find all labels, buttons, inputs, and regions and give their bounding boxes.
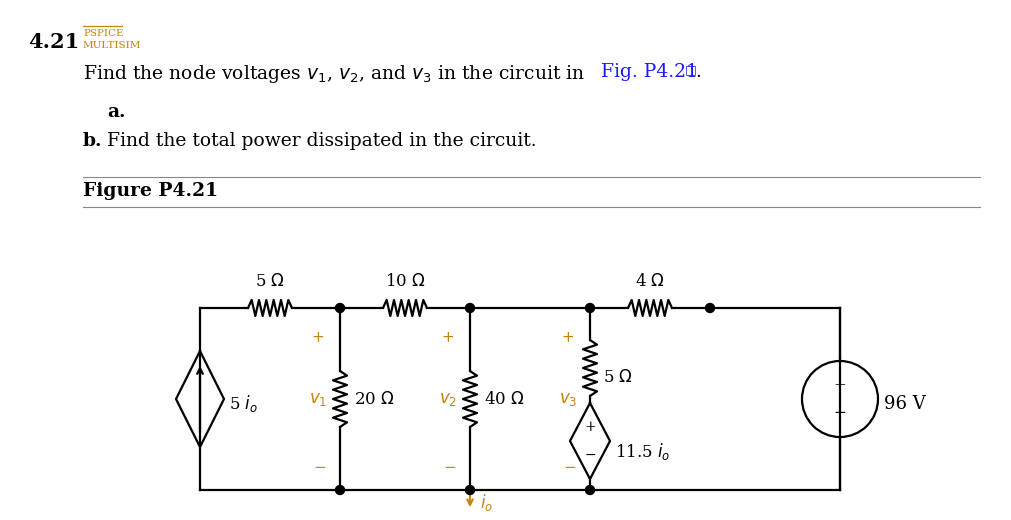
Text: −: −	[583, 448, 595, 462]
Text: .: .	[695, 63, 701, 81]
Text: −: −	[443, 461, 456, 475]
Text: a.: a.	[107, 103, 125, 121]
Text: 4.21: 4.21	[28, 32, 79, 52]
Circle shape	[336, 304, 344, 313]
Text: 5 $\Omega$: 5 $\Omega$	[255, 273, 285, 290]
Text: −: −	[563, 461, 576, 475]
Text: 11.5 $i_o$: 11.5 $i_o$	[615, 440, 670, 462]
Text: 96 V: 96 V	[884, 395, 925, 413]
Text: 4 $\Omega$: 4 $\Omega$	[634, 273, 664, 290]
Circle shape	[585, 304, 593, 313]
Text: +: +	[583, 420, 595, 434]
Text: $v_2$: $v_2$	[439, 391, 457, 408]
Text: $v_1$: $v_1$	[308, 391, 327, 408]
Text: 40 $\Omega$: 40 $\Omega$	[483, 391, 524, 408]
Text: −: −	[833, 406, 845, 420]
Text: $i_o$: $i_o$	[479, 492, 492, 513]
Text: b.: b.	[83, 132, 102, 150]
Text: −: −	[313, 461, 327, 475]
Text: $v_3$: $v_3$	[558, 391, 576, 408]
Circle shape	[705, 304, 714, 313]
Circle shape	[465, 304, 474, 313]
Text: 10 $\Omega$: 10 $\Omega$	[384, 273, 425, 290]
Text: +: +	[561, 331, 574, 345]
Text: Fig. P4.21: Fig. P4.21	[601, 63, 698, 81]
Text: Figure P4.21: Figure P4.21	[83, 182, 218, 200]
Text: MULTISIM: MULTISIM	[83, 41, 142, 50]
Text: Find the total power dissipated in the circuit.: Find the total power dissipated in the c…	[107, 132, 536, 150]
Text: +: +	[441, 331, 454, 345]
Circle shape	[336, 486, 344, 495]
Text: PSPICE: PSPICE	[83, 29, 123, 38]
Text: 20 $\Omega$: 20 $\Omega$	[354, 391, 394, 408]
Circle shape	[465, 486, 474, 495]
Text: 5 $\Omega$: 5 $\Omega$	[603, 370, 632, 386]
Text: +: +	[833, 378, 845, 392]
Text: 5 $i_o$: 5 $i_o$	[228, 394, 258, 414]
Text: Find the node voltages $v_1$, $v_2$, and $v_3$ in the circuit in: Find the node voltages $v_1$, $v_2$, and…	[83, 63, 585, 85]
Text: +: +	[311, 331, 325, 345]
Text: □: □	[684, 63, 696, 76]
Circle shape	[585, 486, 593, 495]
